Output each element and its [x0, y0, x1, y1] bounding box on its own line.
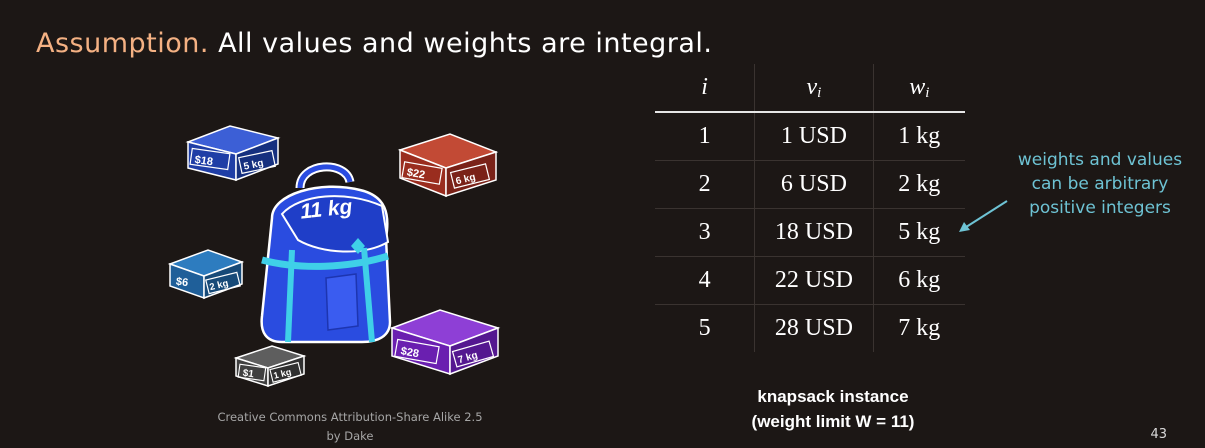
cell-value: 22 USD	[754, 256, 874, 305]
note-line-1: weights and values	[1017, 150, 1183, 170]
cell-value: 18 USD	[754, 208, 874, 257]
box-6-2kg: $6 2 kg	[167, 249, 245, 300]
box-18-5kg: $18 5 kg	[185, 125, 281, 182]
cell-weight: 1 kg	[873, 111, 965, 161]
header-w: wi	[873, 64, 965, 113]
note-line-3: positive integers	[1029, 198, 1171, 218]
cell-weight: 2 kg	[873, 160, 965, 209]
table-header-row: i vi wi	[655, 64, 965, 113]
box-value-label: $1	[242, 368, 255, 381]
table-row: 1 1 USD 1 kg	[655, 111, 965, 161]
cell-value: 1 USD	[754, 111, 874, 161]
credit-license: Creative Commons Attribution-Share Alike…	[217, 410, 483, 424]
box-value-label: $18	[194, 154, 214, 168]
knapsack-illustration: $18 5 kg $22 6 kg $6 2 kg $28 7 kg	[167, 125, 501, 388]
table-row: 4 22 USD 6 kg	[655, 256, 965, 305]
box-1-1kg: $1 1 kg	[233, 345, 307, 388]
caption-title: knapsack instance	[757, 387, 909, 406]
cell-weight: 5 kg	[873, 208, 965, 257]
page-number: 43	[1150, 427, 1167, 442]
cell-weight: 6 kg	[873, 256, 965, 305]
cell-i: 1	[655, 111, 756, 161]
cell-weight: 7 kg	[873, 304, 965, 352]
table-row: 5 28 USD 7 kg	[655, 304, 965, 352]
box-22-6kg: $22 6 kg	[397, 133, 499, 198]
backpack: 11 kg	[260, 162, 392, 344]
backpack-capacity-label: 11 kg	[299, 195, 353, 223]
box-weight-label: 2 kg	[208, 278, 229, 293]
header-v: vi	[754, 64, 874, 113]
slide-heading: Assumption. All values and weights are i…	[36, 28, 713, 59]
table-row: 3 18 USD 5 kg	[655, 208, 965, 257]
box-weight-label: 1 kg	[272, 367, 292, 381]
box-weight-label: 5 kg	[243, 158, 265, 173]
assumption-text: All values and weights are integral.	[218, 28, 713, 59]
box-value-label: $6	[175, 276, 189, 290]
cell-value: 6 USD	[754, 160, 874, 209]
box-weight-label: 7 kg	[457, 350, 479, 366]
note-line-2: can be arbitrary	[1031, 174, 1169, 194]
table-row: 2 6 USD 2 kg	[655, 160, 965, 209]
note-arrow-icon	[959, 200, 1008, 232]
box-value-label: $22	[406, 166, 426, 181]
credit-author: by Dake	[326, 429, 374, 443]
cell-i: 4	[655, 256, 756, 305]
knapsack-table: i vi wi 1 1 USD 1 kg 2 6 USD 2 kg 3 18 U…	[655, 64, 965, 352]
cell-i: 5	[655, 304, 756, 352]
assumption-label: Assumption.	[36, 28, 209, 59]
table-caption: knapsack instance (weight limit W = 11)	[700, 384, 966, 434]
cell-i: 2	[655, 160, 756, 209]
cell-i: 3	[655, 208, 756, 257]
box-value-label: $28	[400, 345, 420, 360]
side-note: weights and values can be arbitrary posi…	[1000, 148, 1200, 220]
header-i: i	[655, 64, 756, 113]
image-credit: Creative Commons Attribution-Share Alike…	[190, 408, 510, 446]
cell-value: 28 USD	[754, 304, 874, 352]
box-weight-label: 6 kg	[455, 172, 477, 188]
box-28-7kg: $28 7 kg	[389, 309, 501, 376]
caption-subtitle: (weight limit W = 11)	[751, 412, 915, 431]
